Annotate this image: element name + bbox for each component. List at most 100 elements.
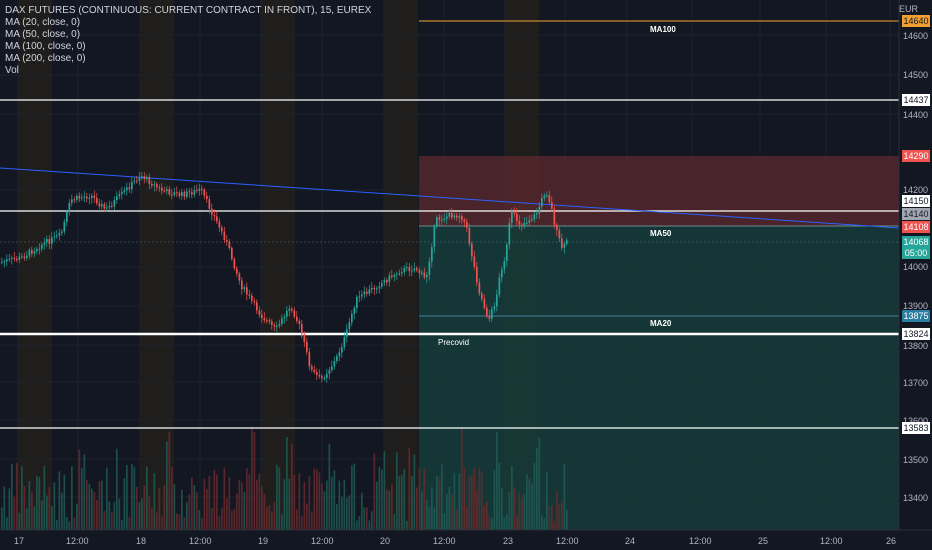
candle-body bbox=[383, 280, 386, 283]
volume-bar bbox=[551, 505, 553, 530]
candle-body bbox=[211, 208, 213, 215]
candle-body bbox=[233, 258, 236, 269]
candle-body bbox=[36, 249, 38, 252]
volume-bar bbox=[138, 501, 141, 530]
volume-bar bbox=[33, 506, 36, 530]
candle-body bbox=[23, 256, 26, 259]
candle-body bbox=[408, 267, 411, 272]
legend-vol[interactable]: Vol bbox=[5, 65, 19, 76]
tag-last-price[interactable]: 14068 bbox=[902, 236, 930, 248]
tag-stop-level[interactable]: 14290 bbox=[902, 150, 930, 162]
volume-bar bbox=[228, 477, 231, 530]
candle-body bbox=[466, 221, 468, 228]
volume-bar bbox=[143, 485, 146, 530]
candle-body bbox=[558, 230, 561, 239]
volume-bar bbox=[413, 454, 416, 530]
legend-symbol[interactable]: DAX FUTURES (CONTINUOUS: CURRENT CONTRAC… bbox=[5, 5, 372, 16]
volume-bar bbox=[383, 451, 386, 530]
volume-bar bbox=[73, 517, 76, 530]
volume-bar bbox=[163, 484, 166, 530]
candle-body bbox=[451, 213, 453, 218]
tag-level-14150[interactable]: 14150 bbox=[902, 195, 930, 207]
candle-body bbox=[163, 190, 166, 192]
candle-body bbox=[203, 189, 206, 196]
volume-bar bbox=[23, 485, 26, 530]
price-label: 13800 bbox=[902, 341, 928, 351]
candle-body bbox=[196, 190, 198, 192]
volume-bar bbox=[476, 489, 478, 530]
candle-body bbox=[333, 361, 336, 367]
legend-ma100[interactable]: MA (100, close, 0) bbox=[5, 41, 86, 52]
volume-bar bbox=[58, 471, 61, 530]
candle-body bbox=[403, 267, 406, 273]
candle-body bbox=[488, 316, 491, 319]
precovid-note: Precovid bbox=[438, 338, 470, 347]
legend-ma50[interactable]: MA (50, close, 0) bbox=[5, 29, 81, 40]
candle-body bbox=[506, 244, 508, 262]
volume-bar bbox=[353, 463, 356, 530]
candle-body bbox=[113, 200, 116, 207]
tag-ma20-level[interactable]: 13875 bbox=[902, 310, 930, 322]
currency-label: EUR bbox=[898, 4, 918, 14]
candle-body bbox=[81, 197, 83, 199]
candle-body bbox=[528, 220, 531, 223]
tag-level-13824[interactable]: 13824 bbox=[902, 328, 930, 340]
tag-entry-level[interactable]: 14108 bbox=[902, 221, 930, 233]
candle-body bbox=[508, 223, 511, 245]
tag-level-14437[interactable]: 14437 bbox=[902, 94, 930, 106]
candle-body bbox=[226, 239, 228, 242]
candle-body bbox=[328, 370, 331, 374]
legend-ma20[interactable]: MA (20, close, 0) bbox=[5, 17, 81, 28]
volume-bar bbox=[406, 520, 408, 530]
volume-bar bbox=[491, 518, 493, 530]
candle-body bbox=[18, 256, 21, 260]
volume-bar bbox=[256, 479, 258, 530]
volume-bar bbox=[496, 432, 498, 530]
volume-bar bbox=[56, 519, 58, 530]
candle-body bbox=[536, 213, 538, 215]
volume-bar bbox=[321, 483, 323, 530]
candle-body bbox=[138, 177, 141, 181]
volume-bar bbox=[471, 475, 473, 530]
tag-level-13583[interactable]: 13583 bbox=[902, 422, 930, 434]
legend-ma200[interactable]: MA (200, close, 0) bbox=[5, 53, 86, 64]
candle-body bbox=[108, 205, 111, 208]
volume-bar bbox=[51, 506, 53, 530]
volume-bar bbox=[373, 453, 376, 530]
time-label: 18 bbox=[136, 536, 147, 546]
volume-bar bbox=[266, 506, 268, 530]
tag-level-14140[interactable]: 14140 bbox=[902, 208, 930, 220]
volume-bar bbox=[186, 502, 188, 530]
time-label: 12:00 bbox=[66, 536, 89, 546]
candle-body bbox=[91, 195, 93, 198]
candle-body bbox=[443, 218, 446, 220]
volume-bar bbox=[278, 467, 281, 530]
candle-body bbox=[321, 376, 323, 379]
volume-bar bbox=[543, 518, 546, 530]
candle-body bbox=[356, 297, 358, 308]
volume-bar bbox=[538, 437, 541, 530]
candle-body bbox=[33, 251, 36, 254]
tag-ma100-level[interactable]: 14640 bbox=[902, 15, 930, 27]
candle-body bbox=[513, 211, 516, 214]
volume-bar bbox=[368, 520, 371, 530]
volume-bar bbox=[213, 469, 216, 530]
candle-body bbox=[481, 293, 483, 299]
volume-bar bbox=[548, 506, 551, 530]
candle-body bbox=[161, 187, 163, 191]
candle-body bbox=[41, 244, 43, 249]
volume-bar bbox=[313, 468, 316, 530]
candle-body bbox=[521, 224, 523, 227]
volume-bar bbox=[518, 493, 521, 530]
candle-body bbox=[303, 333, 306, 342]
volume-bar bbox=[298, 473, 301, 530]
candle-body bbox=[11, 257, 13, 259]
candle-body bbox=[363, 291, 366, 295]
candle-body bbox=[396, 273, 398, 275]
volume-bar bbox=[261, 486, 263, 530]
volume-bar bbox=[28, 481, 31, 530]
candle-body bbox=[496, 294, 498, 307]
volume-bar bbox=[398, 475, 401, 530]
candle-body bbox=[258, 310, 261, 315]
